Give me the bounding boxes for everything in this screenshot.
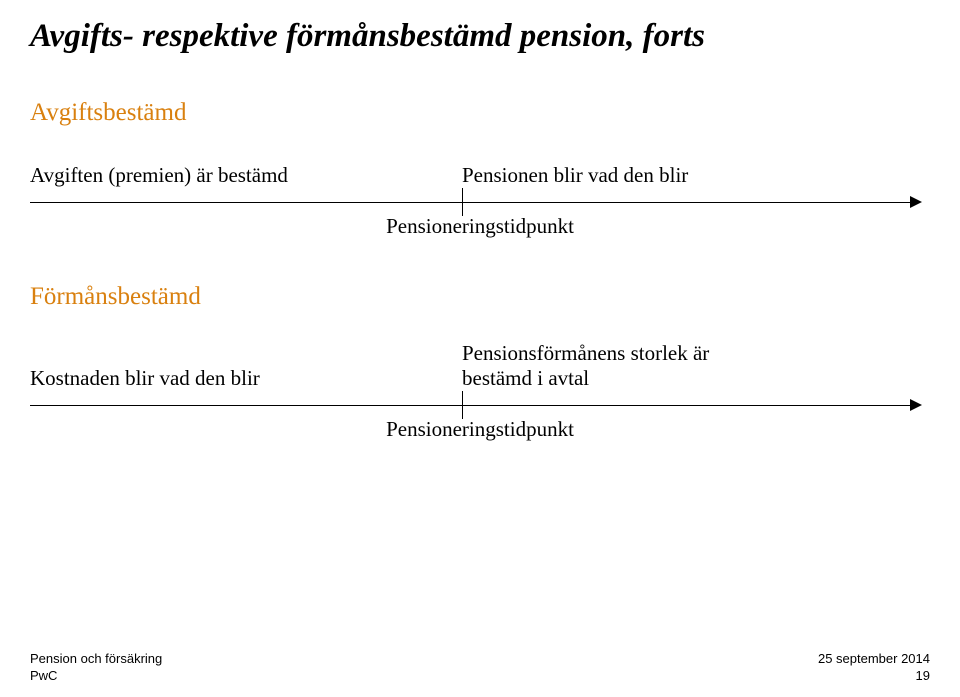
section1-right-label: Pensionen blir vad den blir bbox=[462, 163, 930, 194]
section-avgiftsbestamd: Avgiftsbestämd Avgiften (premien) är bes… bbox=[30, 99, 930, 239]
section2-right-label: Pensionsförmånens storlek är bestämd i a… bbox=[462, 341, 930, 397]
section1-left-label: Avgiften (premien) är bestämd bbox=[30, 163, 462, 194]
section2-left-label: Kostnaden blir vad den blir bbox=[30, 366, 462, 397]
slide: Avgifts- respektive förmånsbestämd pensi… bbox=[0, 0, 960, 697]
footer-right: 25 september 2014 19 bbox=[818, 651, 930, 683]
section2-right-line1: Pensionsförmånens storlek är bbox=[462, 341, 930, 366]
section2-line bbox=[30, 397, 930, 415]
section2-right-line2: bestämd i avtal bbox=[462, 366, 930, 391]
section1-line bbox=[30, 194, 930, 212]
section2-timeline: Kostnaden blir vad den blir Pensionsförm… bbox=[30, 341, 930, 442]
section2-heading: Förmånsbestämd bbox=[30, 283, 930, 311]
footer-left: Pension och försäkring PwC bbox=[30, 651, 162, 683]
footer-brand: PwC bbox=[30, 668, 162, 683]
footer-page-number: 19 bbox=[916, 668, 930, 683]
section1-tick bbox=[462, 188, 463, 216]
section2-arrowhead-icon bbox=[910, 399, 922, 411]
section1-hline bbox=[30, 202, 912, 203]
section1-center-label: Pensioneringstidpunkt bbox=[30, 214, 930, 239]
section1-arrowhead-icon bbox=[910, 196, 922, 208]
section1-timeline: Avgiften (premien) är bestämd Pensionen … bbox=[30, 163, 930, 239]
section1-heading: Avgiftsbestämd bbox=[30, 99, 930, 127]
footer-date: 25 september 2014 bbox=[818, 651, 930, 666]
section2-tick bbox=[462, 391, 463, 419]
section2-hline bbox=[30, 405, 912, 406]
slide-title: Avgifts- respektive förmånsbestämd pensi… bbox=[30, 18, 930, 55]
section2-center-label: Pensioneringstidpunkt bbox=[30, 417, 930, 442]
footer: Pension och försäkring PwC 25 september … bbox=[30, 651, 930, 683]
section-formansbestamd: Förmånsbestämd Kostnaden blir vad den bl… bbox=[30, 283, 930, 442]
footer-topic: Pension och försäkring bbox=[30, 651, 162, 666]
